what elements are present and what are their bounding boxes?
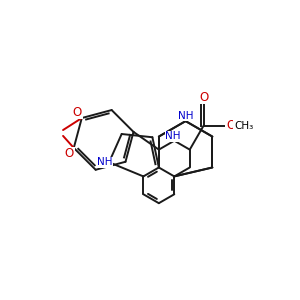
Text: O: O [65, 147, 74, 160]
Text: O: O [226, 119, 235, 132]
Text: NH: NH [165, 131, 181, 141]
Text: NH: NH [178, 111, 194, 121]
Text: NH: NH [97, 157, 112, 167]
Text: O: O [73, 106, 82, 119]
Text: CH₃: CH₃ [234, 121, 253, 130]
Text: O: O [199, 91, 208, 103]
